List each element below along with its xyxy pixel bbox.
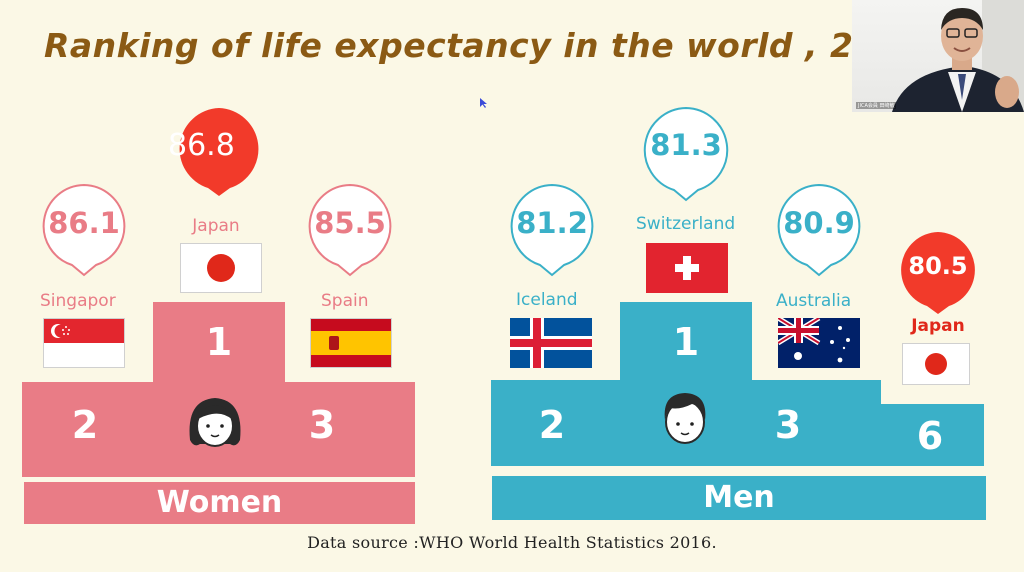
woman-avatar-icon — [189, 398, 241, 447]
australia-flag-icon — [778, 318, 860, 368]
women-first-pin-icon — [179, 108, 259, 196]
singapore-flag-icon — [43, 318, 125, 368]
women-third-pin-icon — [308, 183, 392, 277]
women-third-country: Spain — [321, 291, 369, 311]
men-third-pin-icon — [777, 183, 861, 277]
women-label: Women — [156, 485, 283, 520]
women-podium-first — [153, 302, 285, 384]
women-first-country: Japan — [192, 216, 240, 236]
cursor-icon — [480, 98, 487, 108]
webcam-video: JICA会員 田﨑敏 — [852, 0, 1024, 112]
men-first-country: Switzerland — [636, 214, 736, 234]
women-second-value: 86.1 — [48, 206, 120, 240]
webcam-caption: JICA会員 田﨑敏 — [856, 102, 897, 109]
men-rank-1: 1 — [672, 320, 700, 364]
women-second-pin-icon — [42, 183, 126, 277]
women-third-value: 85.5 — [314, 206, 386, 240]
switzerland-flag-icon — [646, 243, 728, 293]
men-label: Men — [703, 480, 775, 515]
women-label-bar — [24, 482, 415, 524]
men-label-bar — [492, 476, 986, 520]
men-second-country: Iceland — [516, 290, 578, 310]
men-sixth-value: 80.5 — [908, 252, 968, 280]
women-rank-2: 2 — [71, 403, 99, 447]
men-podium-sixth — [880, 404, 984, 466]
men-rank-3: 3 — [774, 403, 802, 447]
men-first-pin-icon — [643, 106, 729, 202]
women-second-country: Singapor — [40, 291, 116, 311]
men-first-value: 81.3 — [650, 128, 722, 162]
spain-flag-icon — [310, 318, 392, 368]
japan-flag-icon — [902, 343, 970, 385]
data-source-note: Data source :WHO World Health Statistics… — [307, 533, 717, 552]
men-second-pin-icon — [510, 183, 594, 277]
japan-flag-icon — [180, 243, 262, 293]
men-podium-first — [620, 302, 752, 382]
man-avatar-icon — [664, 393, 706, 444]
men-third-country: Australia — [776, 291, 852, 311]
women-rank-1: 1 — [205, 320, 233, 364]
men-third-value: 80.9 — [783, 206, 855, 240]
slide-title: Ranking of life expectancy in the world … — [44, 26, 901, 65]
presenter-video-icon — [892, 0, 1024, 112]
women-rank-3: 3 — [308, 403, 336, 447]
men-rank-6: 6 — [916, 414, 944, 458]
iceland-flag-icon — [510, 318, 592, 368]
men-sixth-pin-icon — [901, 232, 975, 314]
men-sixth-country: Japan — [911, 316, 965, 336]
men-rank-2: 2 — [538, 403, 566, 447]
women-first-value: 86.8 — [168, 128, 235, 163]
men-second-value: 81.2 — [516, 206, 588, 240]
